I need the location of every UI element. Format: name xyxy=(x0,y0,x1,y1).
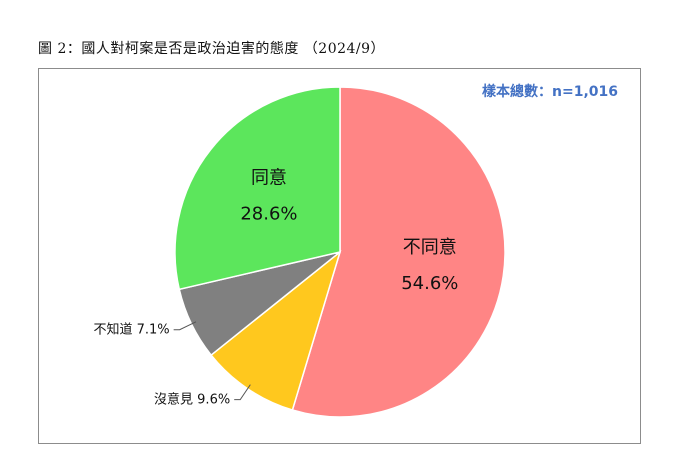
pie-slice-1 xyxy=(291,86,506,418)
pie-outside-label-3: 不知道 7.1% xyxy=(93,322,169,338)
sample-size-note: 樣本總數：n=1,016 xyxy=(482,84,618,100)
pie-category-label: 不同意 xyxy=(403,237,457,258)
pie-slice-4 xyxy=(174,86,341,291)
pie-leader-line-3 xyxy=(173,321,197,331)
pie-category-label: 同意 xyxy=(251,168,287,189)
figure-title: 圖 2：國人對柯案是否是政治迫害的態度 （2024/9） xyxy=(38,41,386,57)
pie-value-label: 54.6% xyxy=(401,273,458,294)
pie-label-4: 同意 28.6% xyxy=(240,168,297,225)
pie-outside-label-2: 沒意見 9.6% xyxy=(154,392,230,408)
pie-label-1: 不同意 54.6% xyxy=(401,237,458,294)
pie-value-label: 28.6% xyxy=(240,204,297,225)
pie-leader-line-2 xyxy=(234,384,251,401)
